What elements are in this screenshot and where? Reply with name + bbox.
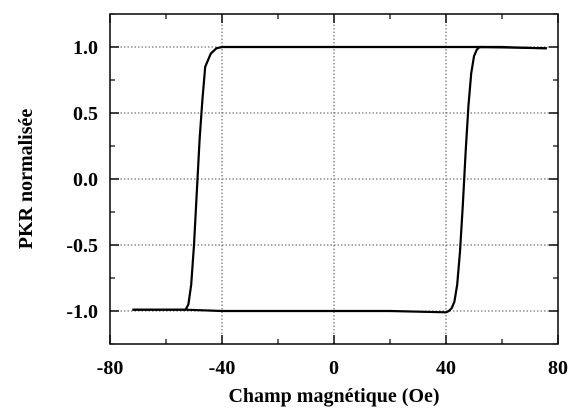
ascending-sweep-line (132, 45, 547, 314)
y-tick-label: -1.0 (66, 301, 98, 323)
y-tick-labels: -1.0 -0.5 0.0 0.5 1.0 (66, 37, 98, 323)
y-tick-label: 0.0 (73, 169, 98, 191)
x-tick-label: 80 (548, 357, 568, 379)
plot-frame (109, 13, 559, 345)
hysteresis-curves (132, 45, 547, 314)
x-tick-labels: -80 -40 0 40 80 (97, 357, 568, 379)
x-tick-label: 40 (436, 357, 456, 379)
x-axis-title: Champ magnétique (Oe) (228, 385, 439, 407)
y-tick-label: -0.5 (66, 235, 98, 257)
grid-lines (110, 14, 558, 344)
y-axis-title: PKR normalisée (15, 109, 37, 250)
x-tick-label: 0 (329, 357, 339, 379)
descending-sweep-line (132, 45, 547, 311)
x-tick-label: -80 (97, 357, 124, 379)
x-tick-label: -40 (209, 357, 236, 379)
y-tick-label: 1.0 (73, 37, 98, 59)
y-tick-label: 0.5 (73, 103, 98, 125)
